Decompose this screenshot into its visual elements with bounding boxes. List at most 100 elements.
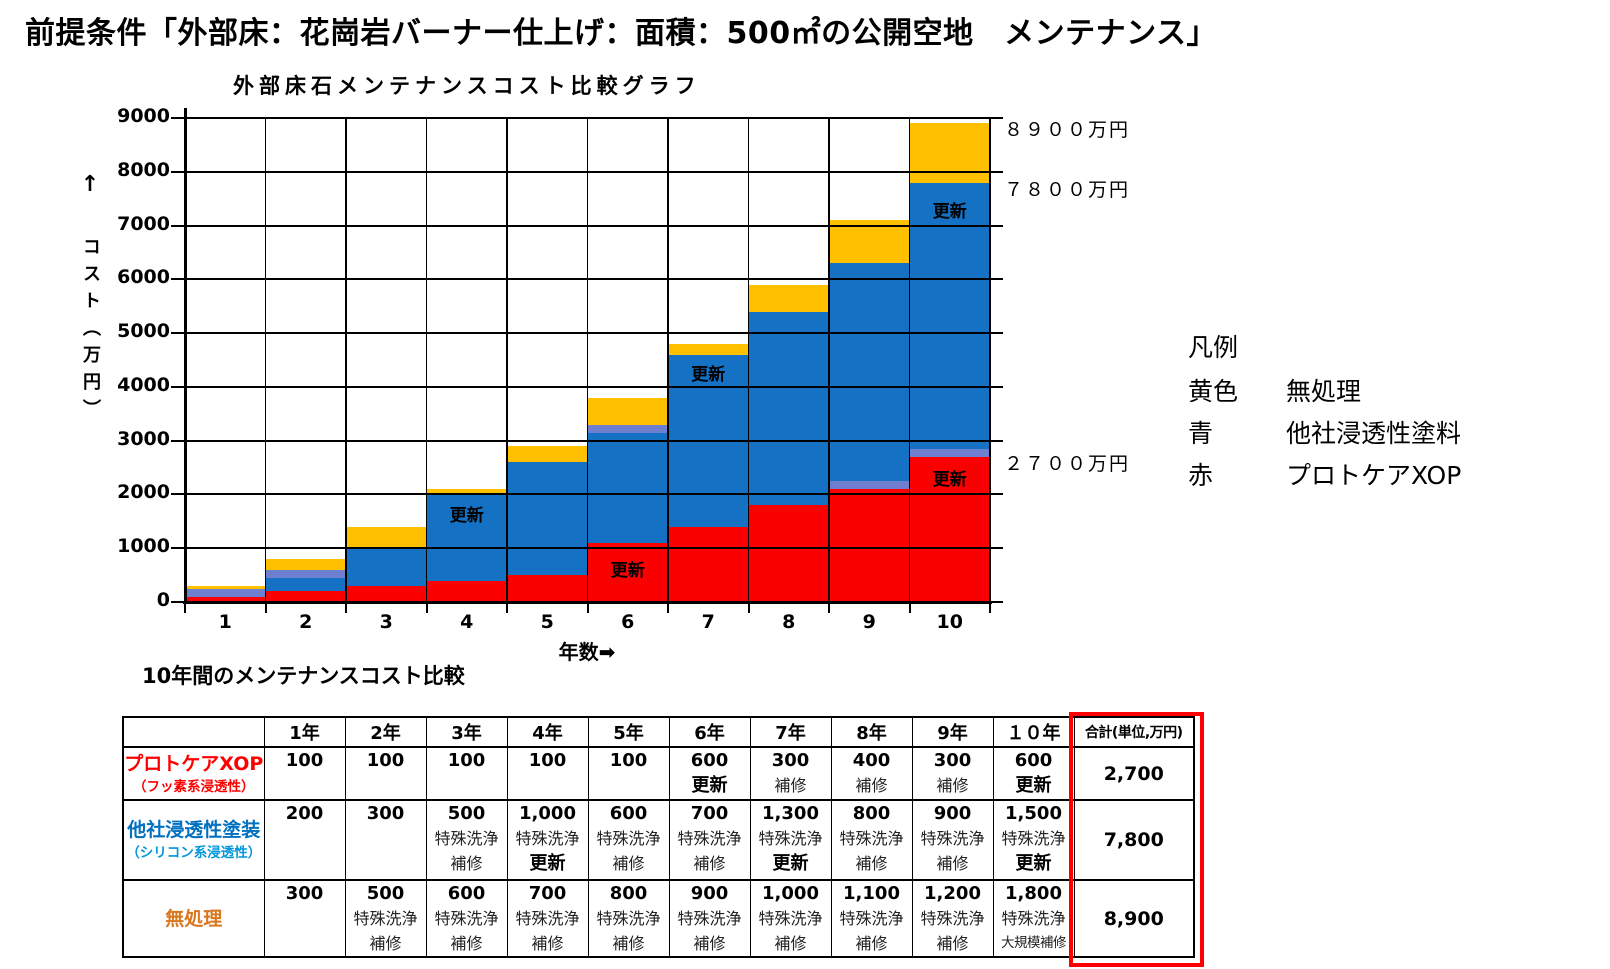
table-title: 10年間のメンテナンスコスト比較 [142, 664, 465, 688]
cost-value: 900 [690, 883, 729, 904]
cost-value: 1,000 [762, 883, 819, 904]
value-annotation: ８９００万円 [1004, 119, 1131, 142]
cost-value: 900 [933, 803, 972, 824]
cost-value: 800 [609, 883, 648, 904]
cost-value: 600 [690, 750, 729, 771]
y-tick-mark [171, 332, 185, 335]
table-col-header: 9年 [911, 716, 994, 748]
cost-cell: 600 特殊洗浄補修 [425, 879, 508, 958]
right-tick-mark [990, 278, 1003, 281]
bar-annotation: 更新 [610, 560, 645, 581]
cost-note: 特殊洗浄 [515, 829, 580, 848]
artifact-stripe [265, 569, 346, 578]
y-axis-unit: ↑ コスト（万円） [70, 172, 110, 451]
bar-segment-プロトケアXOP [346, 585, 427, 602]
cost-note: 補修 [693, 934, 726, 953]
cost-value: 1,100 [843, 883, 900, 904]
y-tick-mark [171, 170, 185, 173]
legend-label: 無処理 [1286, 377, 1362, 406]
cost-cell: 1,200 特殊洗浄補修 [911, 879, 994, 958]
cost-value: 1,500 [1005, 803, 1062, 824]
cost-value: 500 [366, 883, 405, 904]
cost-note: 補修 [855, 854, 888, 873]
cost-note: 補修 [450, 854, 483, 873]
cost-note: 特殊洗浄 [434, 829, 499, 848]
row-label: 他社浸透性塗装 [127, 819, 261, 841]
bar-annotation: 更新 [932, 202, 967, 223]
row-label-cell: プロトケアXOP （フッ素系浸透性） [122, 746, 265, 801]
bar-annotation: 更新 [449, 506, 484, 527]
y-tick-label: 8000 [117, 158, 170, 181]
legend-term: 青 [1188, 419, 1214, 448]
x-tick-label: 4 [460, 611, 474, 633]
cost-cell: 200 [263, 799, 346, 881]
cost-note: 補修 [612, 934, 645, 953]
x-tick-mark [506, 602, 508, 613]
row-sublabel: （フッ素系浸透性） [133, 778, 255, 795]
row-label-cell: 無処理 [122, 879, 265, 958]
cost-value: 300 [366, 803, 405, 824]
cost-note: 更新 [1015, 853, 1052, 874]
cost-value: 200 [285, 803, 324, 824]
cost-value: 600 [447, 883, 486, 904]
y-tick-mark [171, 117, 185, 119]
cost-value: 100 [528, 750, 567, 771]
cost-value: 100 [447, 750, 486, 771]
x-tick-label: 7 [701, 611, 715, 633]
x-tick-label: 10 [936, 611, 963, 633]
cost-note: 補修 [936, 934, 969, 953]
value-annotation: ２７００万円 [1004, 452, 1131, 475]
bar-segment-プロトケアXOP [507, 575, 588, 602]
right-tick-mark [990, 601, 1003, 603]
x-axis-label: 年数➡ [558, 640, 616, 664]
x-tick-mark [828, 602, 830, 613]
value-annotation: ７８００万円 [1004, 178, 1131, 201]
legend: 凡例 黄色 無処理青 他社浸透性塗料赤 プロトケアXOP [1188, 328, 1461, 492]
bar-segment-プロトケアXOP [426, 580, 507, 602]
bar-segment-プロトケアXOP [587, 542, 668, 602]
cost-note: 特殊洗浄 [434, 909, 499, 928]
cost-value: 1,000 [519, 803, 576, 824]
y-tick-label: 1000 [117, 535, 170, 558]
table-col-header: 7年 [749, 716, 832, 748]
legend-term: 赤 [1188, 461, 1214, 490]
cost-note: 特殊洗浄 [920, 909, 985, 928]
y-tick-mark [171, 385, 185, 388]
x-tick-label: 6 [621, 611, 635, 633]
cost-note: 更新 [1015, 775, 1052, 796]
cost-value: 1,200 [924, 883, 981, 904]
cost-cell: 300 補修 [911, 746, 994, 801]
row-sublabel: （シリコン系浸透性） [126, 845, 262, 861]
cost-comparison-table: 1年 2年 3年 4年 5年 6年 7年 8年 9年 １０年 合計(単位,万円) プロトケアXOP （フ… [122, 716, 1195, 958]
cost-cell: 300 補修 [749, 746, 832, 801]
cost-note: 更新 [772, 853, 809, 874]
cost-cell: 1,800 特殊洗浄 大規模補修 [992, 879, 1075, 958]
cost-note: 特殊洗浄 [353, 909, 418, 928]
right-tick-mark [990, 117, 1003, 119]
table-col-header: 3年 [425, 716, 508, 748]
cost-note: 補修 [450, 934, 483, 953]
table-col-header: 8年 [830, 716, 913, 748]
cost-note: 補修 [774, 934, 807, 953]
row-label: 無処理 [165, 907, 223, 930]
cost-value: 700 [528, 883, 567, 904]
cost-note: 補修 [855, 934, 888, 953]
right-tick-mark [990, 332, 1003, 335]
legend-item: 青 他社浸透性塗料 [1188, 414, 1461, 450]
table-col-header: 合計(単位,万円) [1073, 716, 1195, 748]
cost-value: 300 [285, 883, 324, 904]
x-tick-mark [425, 602, 428, 613]
cost-cell: 300 [344, 799, 427, 881]
x-tick-mark [747, 602, 750, 613]
x-tick-label: 8 [782, 611, 796, 633]
cost-cell: 600 特殊洗浄 補修 [587, 799, 670, 881]
cost-cell: 100 [587, 746, 670, 801]
gridline-v [425, 118, 428, 602]
legend-title: 凡例 [1188, 333, 1239, 362]
cost-value: 300 [771, 750, 810, 771]
cost-note: 特殊洗浄 [920, 829, 985, 848]
right-tick-mark [990, 493, 1003, 496]
y-tick-mark [171, 224, 185, 227]
total-cell: 2,700 [1073, 746, 1195, 801]
